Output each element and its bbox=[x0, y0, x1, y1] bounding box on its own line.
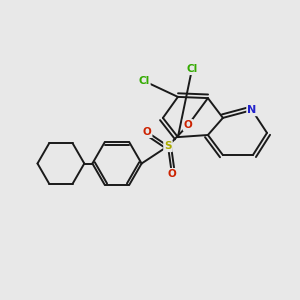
Text: Cl: Cl bbox=[138, 76, 150, 86]
Text: Cl: Cl bbox=[186, 64, 198, 74]
Text: N: N bbox=[248, 105, 256, 115]
Text: O: O bbox=[184, 120, 193, 130]
Text: S: S bbox=[164, 141, 172, 151]
Text: O: O bbox=[167, 169, 176, 179]
Text: O: O bbox=[142, 127, 152, 137]
